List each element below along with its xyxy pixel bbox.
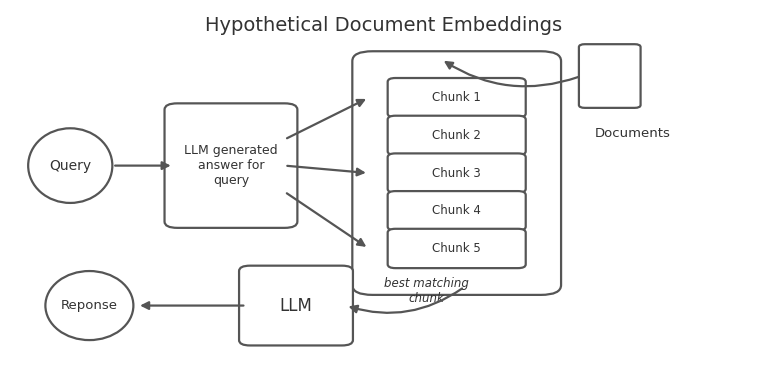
Ellipse shape xyxy=(45,271,134,340)
FancyBboxPatch shape xyxy=(164,103,297,228)
Text: Chunk 1: Chunk 1 xyxy=(432,91,481,104)
FancyBboxPatch shape xyxy=(579,44,641,108)
Ellipse shape xyxy=(28,128,112,203)
FancyBboxPatch shape xyxy=(388,229,526,268)
Text: Chunk 4: Chunk 4 xyxy=(432,204,481,217)
Text: Chunk 3: Chunk 3 xyxy=(432,167,481,180)
Text: Hypothetical Document Embeddings: Hypothetical Document Embeddings xyxy=(205,16,563,35)
Text: best matching: best matching xyxy=(384,277,468,290)
FancyBboxPatch shape xyxy=(239,266,353,346)
FancyBboxPatch shape xyxy=(353,51,561,295)
Text: Reponse: Reponse xyxy=(61,299,118,312)
Text: Documents: Documents xyxy=(595,127,670,140)
Text: chunk: chunk xyxy=(409,292,444,305)
Text: Chunk 5: Chunk 5 xyxy=(432,242,481,255)
Text: Chunk 2: Chunk 2 xyxy=(432,129,481,142)
FancyBboxPatch shape xyxy=(388,153,526,193)
FancyBboxPatch shape xyxy=(388,116,526,155)
FancyBboxPatch shape xyxy=(388,191,526,230)
Text: LLM generated
answer for
query: LLM generated answer for query xyxy=(184,144,278,187)
Text: Query: Query xyxy=(49,159,91,173)
FancyBboxPatch shape xyxy=(388,78,526,117)
Text: LLM: LLM xyxy=(280,297,313,315)
